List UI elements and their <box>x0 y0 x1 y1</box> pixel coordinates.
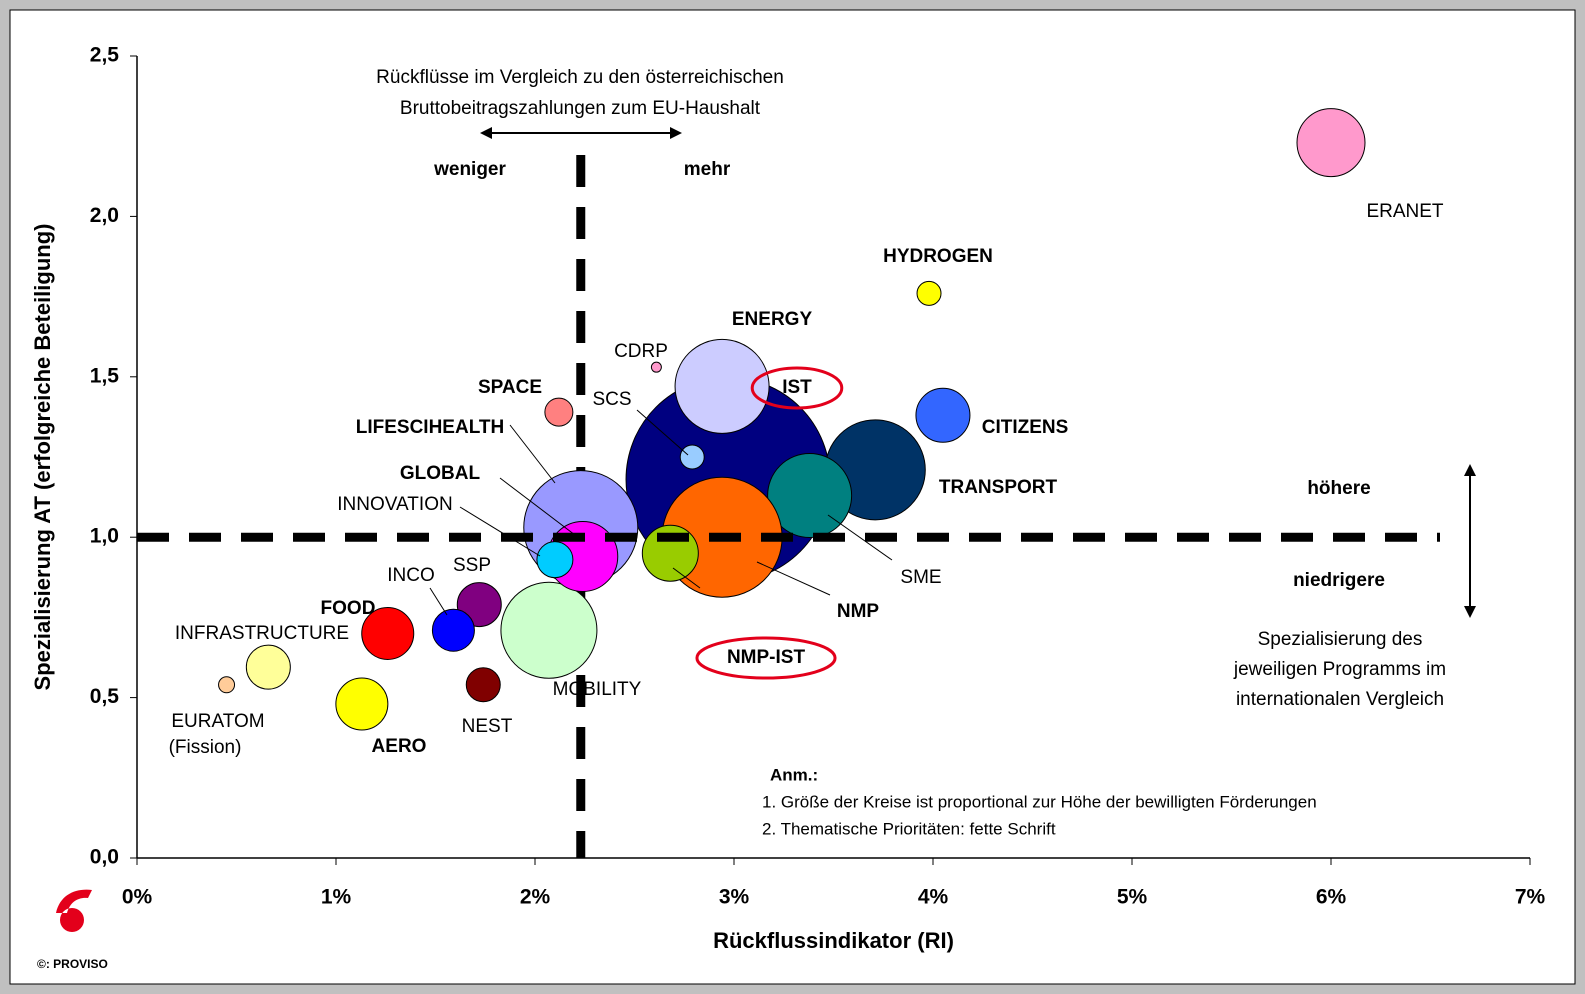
bubble-label: EURATOM <box>171 711 264 732</box>
leader-line <box>672 567 701 589</box>
y-axis-title: Spezialisierung AT (erfolgreiche Beteili… <box>30 224 55 691</box>
bubble <box>218 676 236 694</box>
bubble <box>674 338 770 434</box>
x-tick-label: 0% <box>122 886 153 909</box>
annotation: 1. Größe der Kreise ist proportional zur… <box>762 792 1317 811</box>
bubble-label: SME <box>900 567 941 588</box>
bubble-label: INNOVATION <box>337 494 452 515</box>
annotation: (Fission) <box>169 737 242 758</box>
bubble-label: INFRASTRUCTURE <box>175 623 349 644</box>
bubble-label: ERANET <box>1366 201 1443 222</box>
leader-line <box>827 514 893 561</box>
bubble-label: CITIZENS <box>982 417 1069 438</box>
annotation: niedrigere <box>1293 570 1385 591</box>
annotation: internationalen Vergleich <box>1236 689 1444 710</box>
x-tick-label: 5% <box>1117 886 1148 909</box>
bubble <box>915 387 971 443</box>
x-axis-title: Rückflussindikator (RI) <box>713 928 954 953</box>
bubble-label: NMP <box>837 601 880 622</box>
annotation: ©: PROVISO <box>37 957 108 971</box>
bubble-label: IST <box>782 377 812 398</box>
bubble-label: HYDROGEN <box>883 246 993 267</box>
annotation: Rückflüsse im Vergleich zu den österreic… <box>376 67 784 88</box>
bubble <box>431 608 475 652</box>
x-tick-label: 1% <box>321 886 352 909</box>
x-tick-label: 4% <box>918 886 949 909</box>
leader-line <box>429 587 448 616</box>
x-tick-label: 7% <box>1515 886 1546 909</box>
bubble-label: NMP-IST <box>727 647 806 668</box>
x-tick-label: 2% <box>520 886 551 909</box>
bubble-label: NEST <box>462 716 513 737</box>
bubble <box>916 280 942 306</box>
leader-line <box>756 561 831 596</box>
bubble-label: SPACE <box>478 377 542 398</box>
bubble-label: MOBILITY <box>553 679 642 700</box>
arrows <box>480 127 1476 618</box>
bubble-label: ENERGY <box>732 309 813 330</box>
leader-line <box>509 424 556 484</box>
highlight-ring <box>750 366 844 410</box>
y-tick-label: 1,0 <box>90 525 119 548</box>
bubble <box>500 581 598 679</box>
bubble-label: FOOD <box>321 598 376 619</box>
annotation: weniger <box>433 159 506 180</box>
leader-line <box>459 506 541 557</box>
bubble <box>361 606 415 660</box>
bubble-label: LIFESCIHEALTH <box>356 417 504 438</box>
annotation: jeweiligen Programms im <box>1233 659 1446 680</box>
bubble-label: INCO <box>387 565 435 586</box>
bubble-label: CDRP <box>614 341 668 362</box>
annotation: 2. Thematische Prioritäten: fette Schrif… <box>762 819 1056 838</box>
bubble-label: SCS <box>592 389 631 410</box>
annotation: Spezialisierung des <box>1258 629 1423 650</box>
bubble <box>536 541 574 579</box>
leader-line <box>499 477 576 536</box>
bubble <box>245 644 291 690</box>
bubble <box>544 397 574 427</box>
bubble <box>1296 108 1366 178</box>
bubble-label: AERO <box>372 736 427 757</box>
y-tick-label: 2,0 <box>90 204 119 227</box>
bubble-label: TRANSPORT <box>939 477 1058 498</box>
y-tick-label: 0,5 <box>90 685 120 708</box>
bubble-label: GLOBAL <box>400 463 481 484</box>
highlight-ring <box>695 636 837 680</box>
annotation: Bruttobeitragszahlungen zum EU-Haushalt <box>400 98 761 119</box>
annotation: mehr <box>684 159 731 180</box>
annotation: höhere <box>1307 478 1370 499</box>
y-tick-label: 2,5 <box>90 44 120 67</box>
bubble <box>465 667 501 703</box>
leader-line <box>636 409 689 456</box>
bubble-label: SSP <box>453 555 491 576</box>
bubble <box>335 677 389 731</box>
x-tick-label: 3% <box>719 886 750 909</box>
x-tick-label: 6% <box>1316 886 1347 909</box>
y-tick-label: 0,0 <box>90 846 119 869</box>
logo <box>56 889 92 932</box>
bubble <box>679 444 705 470</box>
bubble <box>650 361 662 373</box>
y-tick-label: 1,5 <box>90 364 120 387</box>
annotation: Anm.: <box>770 765 818 784</box>
